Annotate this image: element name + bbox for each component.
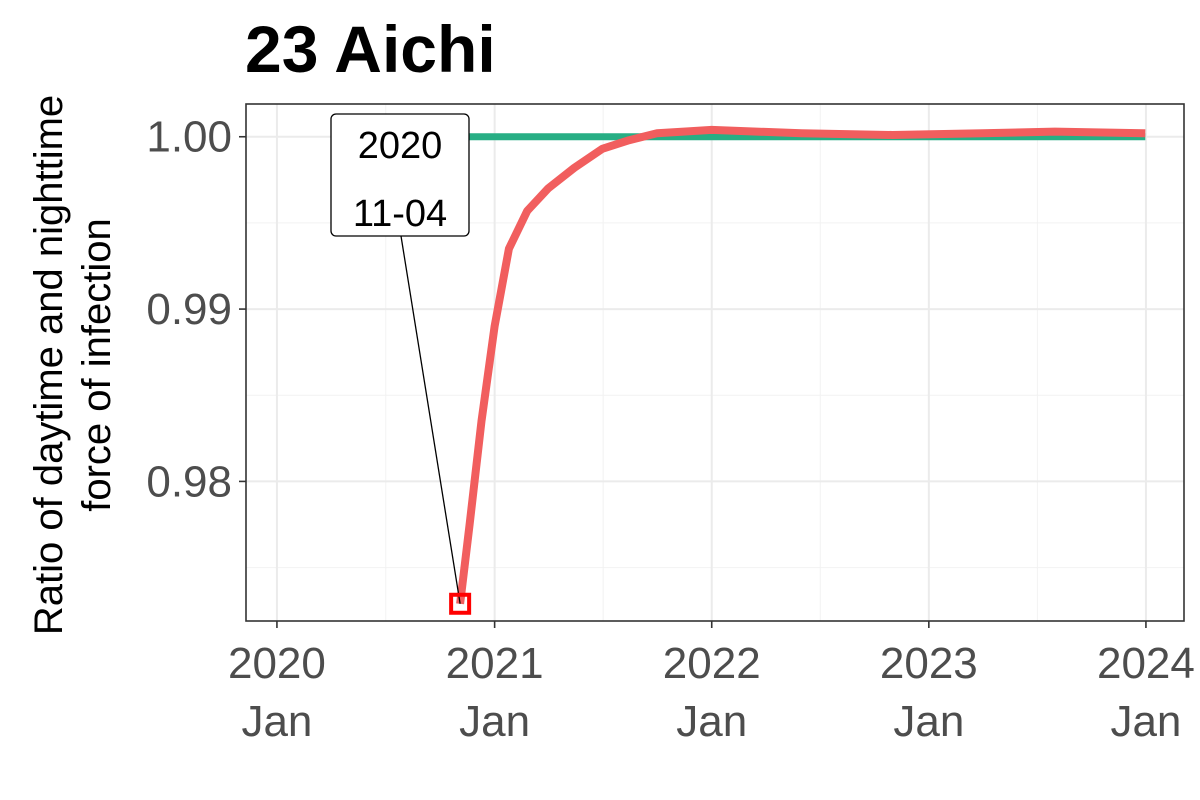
annotation-label-year: 2020 [358, 125, 443, 167]
x-tick-label-month: Jan [241, 697, 312, 746]
series-line-2 [456, 125, 1146, 605]
x-tick-label-month: Jan [893, 697, 964, 746]
annotation-label-date: 11-04 [353, 193, 447, 235]
y-tick-label: 1.00 [146, 113, 232, 162]
x-tick-label-month: Jan [1110, 697, 1181, 746]
y-tick-label: 0.98 [146, 457, 232, 506]
annotation-layer: 2020 11-04 [330, 113, 472, 615]
chart-title: 23 Aichi [245, 12, 496, 86]
annotation-label-box [330, 113, 470, 237]
x-tick-label-year: 2021 [446, 639, 544, 688]
y-tick-label: 0.99 [146, 285, 232, 334]
annotation-marker [449, 592, 472, 615]
y-axis-label-line-1: Ratio of daytime and nighttime [27, 95, 71, 635]
x-tick-label-year: 2023 [880, 639, 978, 688]
series-layer [456, 125, 1146, 605]
plot-border [245, 103, 1185, 622]
y-axis-label: Ratio of daytime and nighttime force of … [27, 95, 119, 635]
x-tick-label-year: 2022 [663, 639, 761, 688]
x-tick-label-month: Jan [459, 697, 530, 746]
annotation-leader-line [400, 235, 461, 604]
y-axis-label-line-2: force of infection [75, 218, 119, 512]
y-axis-ticks: 0.98 0.99 1.00 [146, 113, 246, 506]
x-tick-label-month: Jan [676, 697, 747, 746]
x-tick-label-year: 2024 [1097, 639, 1195, 688]
x-tick-label-year: 2020 [228, 639, 326, 688]
x-axis-ticks: 2020 Jan 2021 Jan 2022 Jan 2023 Jan 2024 Jan [228, 621, 1195, 746]
